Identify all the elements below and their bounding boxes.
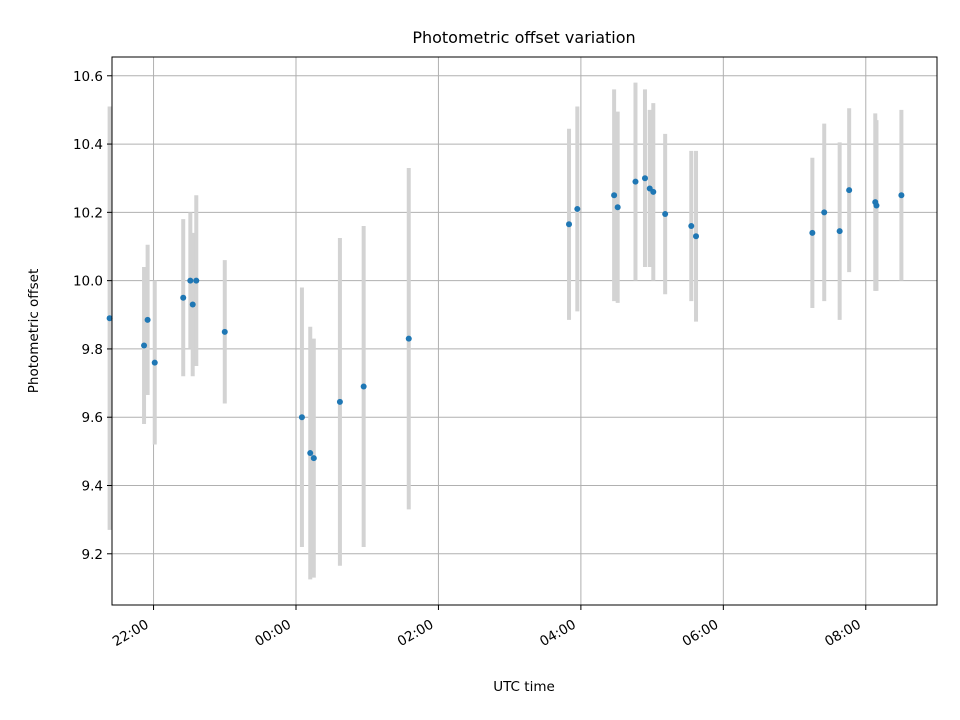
data-point — [298, 414, 305, 421]
data-point — [574, 205, 581, 212]
data-point — [189, 301, 196, 308]
data-point — [650, 188, 657, 195]
data-point — [405, 335, 412, 342]
y-tick-label: 10.2 — [73, 205, 103, 221]
data-point — [141, 342, 148, 349]
data-points — [106, 175, 905, 462]
data-point — [193, 277, 200, 284]
grid — [112, 57, 937, 605]
data-point — [809, 229, 816, 236]
error-bars — [107, 82, 904, 580]
y-tick-label: 10.0 — [73, 274, 103, 290]
data-point — [336, 398, 343, 405]
data-point — [688, 223, 695, 230]
data-point — [310, 455, 317, 462]
data-point — [106, 315, 113, 322]
x-tick-label: 04:00 — [537, 617, 579, 650]
data-point — [180, 294, 187, 301]
data-point — [662, 211, 669, 218]
data-point — [693, 233, 700, 240]
y-tick-label: 9.8 — [82, 342, 103, 358]
y-axis-label: Photometric offset — [26, 269, 42, 393]
y-tick-label: 10.6 — [73, 69, 103, 85]
x-tick-label: 08:00 — [822, 617, 864, 650]
x-tick-label: 00:00 — [252, 617, 294, 650]
chart-title: Photometric offset variation — [412, 28, 635, 47]
data-point — [611, 192, 618, 199]
data-point — [307, 450, 314, 457]
data-point — [873, 202, 880, 209]
y-tick-label: 9.2 — [82, 547, 103, 563]
data-point — [821, 209, 828, 216]
data-point — [221, 328, 228, 335]
data-point — [641, 175, 648, 182]
data-point — [846, 187, 853, 194]
data-point — [566, 221, 573, 228]
data-point — [898, 192, 905, 199]
data-point — [614, 204, 621, 211]
y-tick-label: 10.4 — [73, 137, 103, 153]
data-point — [836, 228, 843, 235]
data-point — [360, 383, 367, 390]
y-tick-label: 9.6 — [82, 410, 103, 426]
data-point — [144, 316, 151, 323]
data-point — [187, 277, 194, 284]
y-tick-label: 9.4 — [82, 478, 103, 494]
x-tick-label: 06:00 — [680, 617, 722, 650]
x-tick-label: 02:00 — [395, 617, 437, 650]
data-point — [151, 359, 158, 366]
plot-frame — [111, 56, 938, 606]
x-axis-label: UTC time — [493, 679, 555, 695]
data-point — [632, 178, 639, 185]
x-tick-label: 22:00 — [110, 617, 152, 650]
